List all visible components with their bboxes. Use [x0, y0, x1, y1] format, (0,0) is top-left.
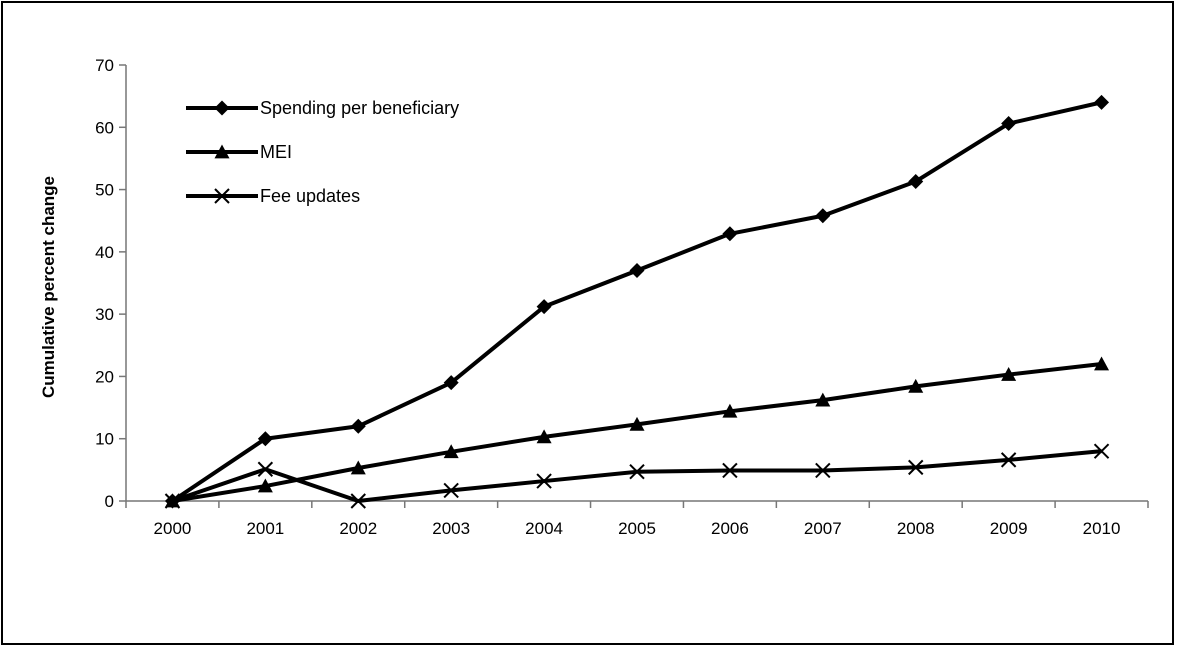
triangle-marker	[257, 478, 273, 493]
x-tick-label: 2007	[804, 519, 842, 538]
x-marker	[815, 462, 831, 479]
x-marker-stroke	[1093, 443, 1110, 459]
x-marker-stroke	[214, 188, 230, 204]
x-marker	[214, 188, 230, 204]
x-tick-label: 2000	[154, 519, 192, 538]
triangle-marker	[443, 444, 459, 459]
chart-axes: 0 10 20 30 40 50 60 70 2000 2001 2002 2003 2004 2005 2…	[95, 56, 1149, 538]
legend-label: MEI	[260, 142, 292, 162]
x-marker-stroke	[815, 462, 831, 479]
triangle-marker	[629, 416, 645, 431]
diamond-marker	[443, 375, 459, 391]
x-marker-stroke	[629, 464, 645, 480]
x-marker-stroke	[350, 493, 366, 509]
triangle-marker	[214, 144, 230, 159]
diamond-marker	[815, 208, 831, 224]
diamond-marker	[214, 100, 230, 116]
x-tick-label: 2001	[246, 519, 284, 538]
triangle-marker	[1094, 356, 1110, 371]
diamond-marker	[257, 431, 273, 447]
triangle-marker	[722, 403, 738, 418]
x-tick-label: 2008	[897, 519, 935, 538]
diamond-marker	[1001, 116, 1017, 132]
legend: Spending per beneficiary MEI Fee updates	[186, 98, 459, 206]
triangle-marker	[1001, 367, 1017, 381]
diamond-marker	[722, 226, 738, 242]
series-line-spending-per-beneficiary	[171, 100, 1102, 503]
x-marker-stroke	[164, 493, 181, 509]
diamond-marker	[629, 263, 645, 279]
y-tick-label: 70	[95, 56, 114, 75]
x-tick-label: 2009	[990, 519, 1028, 538]
triangle-marker	[815, 392, 831, 407]
legend-label: Spending per beneficiary	[260, 98, 459, 118]
diamond-marker	[536, 299, 552, 315]
y-tick-label: 0	[105, 492, 114, 511]
legend-item: MEI	[186, 142, 292, 162]
series-lines	[171, 100, 1102, 503]
y-tick-label: 40	[95, 243, 114, 262]
legend-item: Spending per beneficiary	[186, 98, 459, 118]
x-marker	[1093, 443, 1110, 459]
x-marker	[164, 493, 181, 509]
x-marker	[257, 461, 274, 477]
x-marker	[722, 462, 738, 479]
x-marker	[1000, 452, 1017, 468]
x-marker-stroke	[536, 473, 552, 489]
x-tick-label: 2002	[339, 519, 377, 538]
x-marker-stroke	[908, 459, 924, 476]
diamond-marker	[1094, 94, 1110, 110]
triangle-marker	[536, 429, 552, 444]
x-tick-label: 2003	[432, 519, 470, 538]
y-axis-title: Cumulative percent change	[39, 176, 58, 398]
x-marker-stroke	[257, 461, 274, 477]
legend-label: Fee updates	[260, 186, 360, 206]
x-marker	[908, 459, 924, 476]
x-marker	[443, 482, 459, 499]
x-tick-label: 2010	[1083, 519, 1121, 538]
diamond-marker	[350, 418, 366, 434]
y-tick-label: 10	[95, 430, 114, 449]
legend-item: Fee updates	[186, 186, 360, 206]
series-markers	[164, 94, 1110, 509]
x-marker-stroke	[1000, 452, 1017, 468]
x-marker	[629, 464, 645, 480]
y-tick-label: 20	[95, 367, 114, 386]
x-marker	[350, 493, 366, 509]
y-tick-label: 30	[95, 305, 114, 324]
x-tick-label: 2005	[618, 519, 656, 538]
triangle-marker	[350, 460, 366, 475]
x-marker	[536, 473, 552, 489]
x-tick-label: 2006	[711, 519, 749, 538]
x-marker-stroke	[443, 482, 459, 499]
y-tick-label: 60	[95, 118, 114, 137]
x-tick-label: 2004	[525, 519, 563, 538]
y-tick-label: 50	[95, 181, 114, 200]
x-marker-stroke	[722, 462, 738, 479]
triangle-marker	[908, 378, 924, 393]
diamond-marker	[908, 173, 924, 189]
line-chart: 0 10 20 30 40 50 60 70 2000 2001 2002 2003 2004 2005 2…	[39, 56, 1149, 538]
